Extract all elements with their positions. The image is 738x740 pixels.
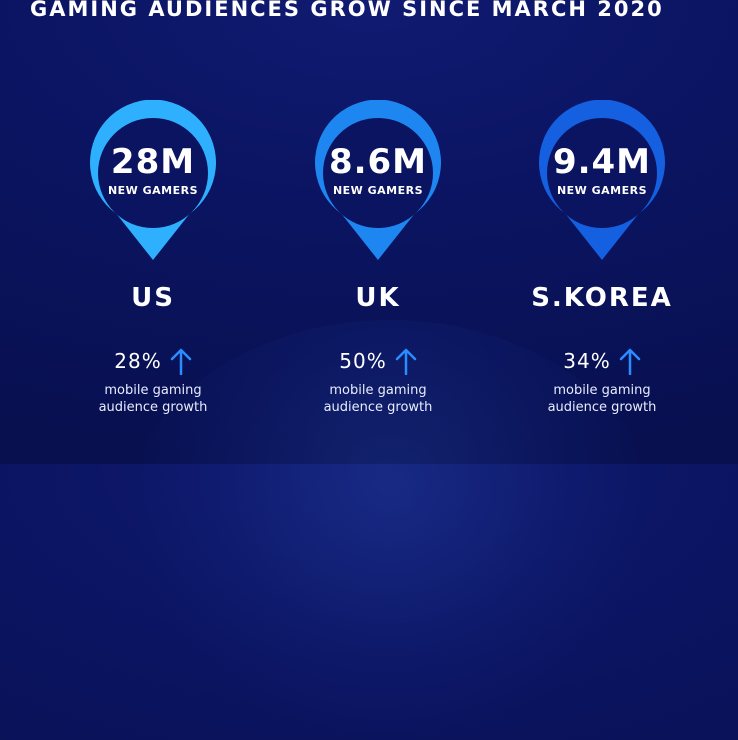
growth-label: mobile gaming audience growth bbox=[38, 382, 268, 416]
growth-row: 34% bbox=[487, 347, 717, 375]
new-gamers-value: 9.4M bbox=[552, 142, 652, 182]
growth-label-line1: mobile gaming bbox=[104, 383, 202, 398]
arrow-up-icon bbox=[395, 348, 416, 375]
mobile-growth-value: 28% bbox=[114, 349, 162, 373]
region-card-us: 28M NEW GAMERS US 28% mobile gaming audi… bbox=[38, 100, 268, 430]
new-gamers-label: NEW GAMERS bbox=[107, 184, 199, 197]
country-name: US bbox=[131, 283, 175, 313]
growth-label: mobile gaming audience growth bbox=[487, 382, 717, 416]
growth-label-line1: mobile gaming bbox=[553, 383, 651, 398]
growth-label-line2: audience growth bbox=[547, 400, 657, 415]
map-pin-icon: 28M NEW GAMERS bbox=[80, 100, 226, 265]
page-title: GAMING AUDIENCES GROW SINCE MARCH 2020 bbox=[30, 0, 664, 21]
country-name: S.KOREA bbox=[531, 283, 673, 313]
new-gamers-value: 8.6M bbox=[328, 142, 428, 182]
region-card-uk: 8.6M NEW GAMERS UK 50% mobile gaming aud… bbox=[263, 100, 493, 430]
growth-row: 50% bbox=[263, 347, 493, 375]
country-name: UK bbox=[355, 283, 401, 313]
growth-label: mobile gaming audience growth bbox=[263, 382, 493, 416]
mobile-growth-value: 34% bbox=[563, 349, 611, 373]
growth-row: 28% bbox=[38, 347, 268, 375]
growth-label-line2: audience growth bbox=[323, 400, 433, 415]
growth-label-line2: audience growth bbox=[98, 400, 208, 415]
new-gamers-value: 28M bbox=[110, 142, 196, 182]
mobile-growth-value: 50% bbox=[339, 349, 387, 373]
region-card-south-korea: 9.4M NEW GAMERS S.KOREA 34% mobile gamin… bbox=[487, 100, 717, 430]
map-pin-icon: 8.6M NEW GAMERS bbox=[305, 100, 451, 265]
arrow-up-icon bbox=[619, 348, 640, 375]
arrow-up-icon bbox=[170, 348, 191, 375]
growth-label-line1: mobile gaming bbox=[329, 383, 427, 398]
new-gamers-label: NEW GAMERS bbox=[332, 184, 424, 197]
new-gamers-label: NEW GAMERS bbox=[556, 184, 648, 197]
map-pin-icon: 9.4M NEW GAMERS bbox=[529, 100, 675, 265]
